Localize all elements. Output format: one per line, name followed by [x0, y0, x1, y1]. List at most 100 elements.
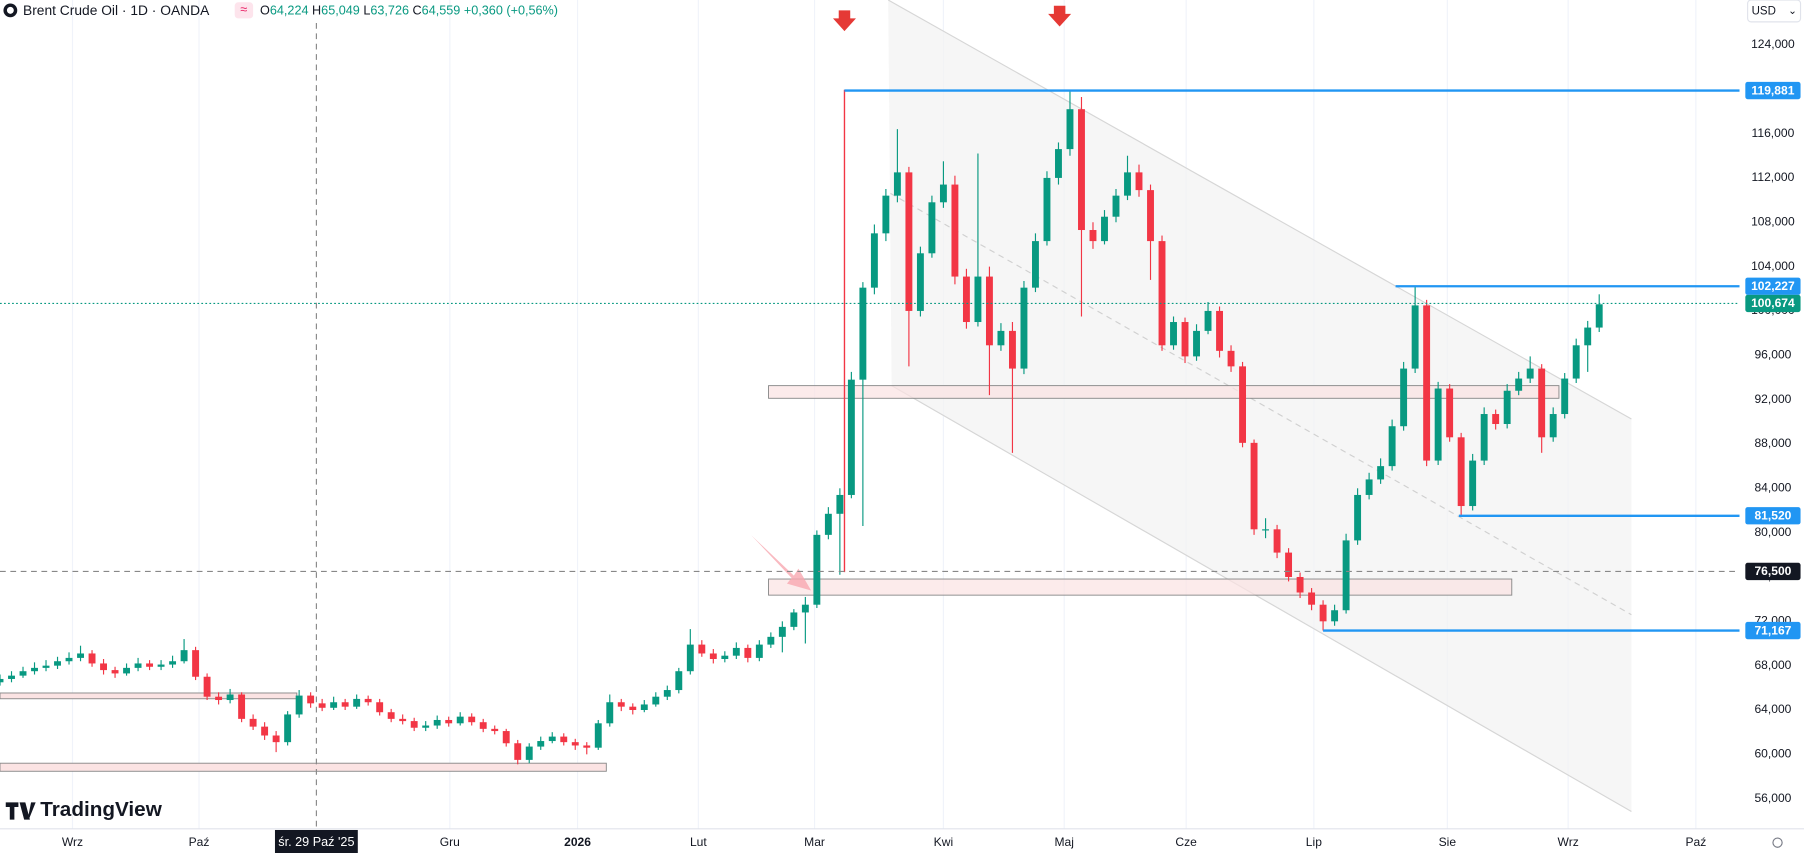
candle-body — [1561, 378, 1569, 415]
candle-body — [985, 276, 993, 346]
logo-icon — [5, 802, 36, 820]
candle-body — [652, 696, 660, 705]
y-tick-label: 96,000 — [1754, 347, 1791, 361]
y-tick-label: 92,000 — [1754, 392, 1791, 406]
candle-body — [376, 702, 384, 713]
candle-body — [180, 650, 188, 662]
level-badge — [1745, 562, 1801, 581]
candle-body — [502, 731, 510, 744]
candle-body — [663, 690, 671, 697]
candle-body — [238, 694, 246, 719]
candle-body — [1296, 576, 1304, 593]
currency-button[interactable] — [1747, 0, 1802, 23]
candle-body — [8, 675, 15, 679]
down-arrow — [832, 10, 856, 32]
candle-body — [1515, 378, 1523, 391]
candle-body — [226, 694, 234, 701]
x-tick-label: Mar — [804, 835, 825, 849]
zone — [0, 692, 298, 700]
y-tick-label: 80,000 — [1754, 525, 1791, 539]
candle-body — [824, 513, 832, 535]
candle-body — [1342, 540, 1350, 611]
candle-body — [1319, 604, 1327, 622]
x-tick-label: Wrz — [62, 835, 83, 849]
candle-body — [1216, 310, 1223, 351]
candle-body — [1285, 552, 1293, 577]
candle-body — [514, 743, 522, 760]
candle-body — [905, 172, 913, 311]
level-label: 119,881 — [1751, 83, 1794, 97]
candle-body — [146, 663, 154, 667]
settings-icon[interactable] — [1772, 837, 1783, 848]
candle-body — [353, 698, 361, 707]
candle-body — [1124, 172, 1131, 196]
x-tick-label: Sie — [1439, 835, 1457, 849]
level-badge — [1745, 294, 1801, 313]
candle-body — [318, 703, 326, 708]
candle-body — [1262, 529, 1270, 531]
ohlc-key: L — [363, 4, 370, 18]
y-tick-label: 116,000 — [1752, 126, 1795, 140]
y-tick-label: 84,000 — [1754, 480, 1791, 494]
y-tick-label: 112,000 — [1752, 170, 1795, 184]
x-tick-label: Paź — [1685, 835, 1706, 849]
candle-body — [1469, 460, 1477, 507]
candle-body — [629, 706, 637, 711]
candle-body — [709, 653, 717, 660]
indicator-icon: ≈ — [240, 3, 247, 17]
candle-body — [1446, 388, 1454, 438]
candle-body — [1503, 390, 1511, 425]
ohlc-key: O — [260, 4, 270, 18]
candle-body — [548, 736, 556, 742]
candle-body — [870, 233, 878, 288]
candle-body — [1239, 366, 1247, 443]
x-tick-label: Lip — [1306, 835, 1322, 849]
candle-body — [54, 661, 61, 666]
candle-body — [1423, 305, 1431, 461]
candle-body — [1273, 529, 1281, 553]
y-tick-label: 88,000 — [1754, 436, 1791, 450]
candle-body — [1032, 241, 1039, 288]
candle-body — [617, 702, 625, 707]
currency-caret[interactable]: ⌄ — [1788, 6, 1797, 17]
candle-body — [0, 678, 4, 683]
x-tick-label: Wrz — [1558, 835, 1579, 849]
y-tick-label: 104,000 — [1751, 259, 1795, 273]
candle-body — [1308, 592, 1316, 605]
currency[interactable]: USD — [1752, 6, 1776, 18]
candle-body — [1158, 241, 1166, 346]
candle-body — [744, 647, 752, 658]
x-tick-label: 2026 — [564, 835, 591, 849]
candle-body — [686, 644, 694, 672]
ohlc-key: C — [413, 4, 422, 18]
candle-body — [790, 612, 798, 627]
indicator-icon — [234, 2, 254, 19]
level-badge — [1745, 81, 1801, 100]
x-tick-label: Lut — [690, 835, 707, 849]
candle-body — [42, 665, 50, 668]
candle-body — [1066, 109, 1074, 150]
candle-body — [1078, 109, 1085, 231]
candle-body — [169, 661, 177, 665]
candle-body — [640, 704, 648, 711]
candle-body — [1526, 368, 1534, 379]
candle-body — [847, 379, 855, 495]
logo: TradingView — [40, 798, 162, 821]
candle-body — [111, 670, 119, 674]
level-label: 71,167 — [1754, 623, 1791, 637]
level-label: 100,674 — [1751, 296, 1795, 310]
candle-body — [951, 184, 959, 277]
symbol: Brent Crude Oil · 1D · OANDA — [23, 3, 210, 18]
candle-body — [859, 287, 867, 380]
candle-body — [1411, 305, 1419, 369]
level-label: 102,227 — [1751, 279, 1795, 293]
candle-body — [1365, 479, 1373, 495]
candle-body — [1492, 414, 1500, 425]
candle-body — [755, 644, 763, 658]
y-tick-label: 108,000 — [1751, 214, 1795, 228]
candle-body — [1434, 388, 1442, 461]
candle-body — [399, 718, 407, 722]
channel-mid — [890, 192, 1632, 616]
x-tick-label: Maj — [1054, 835, 1073, 849]
ohlc-values: O64,224 H65,049 L63,726 C64,559 +0,360 (… — [260, 4, 558, 18]
